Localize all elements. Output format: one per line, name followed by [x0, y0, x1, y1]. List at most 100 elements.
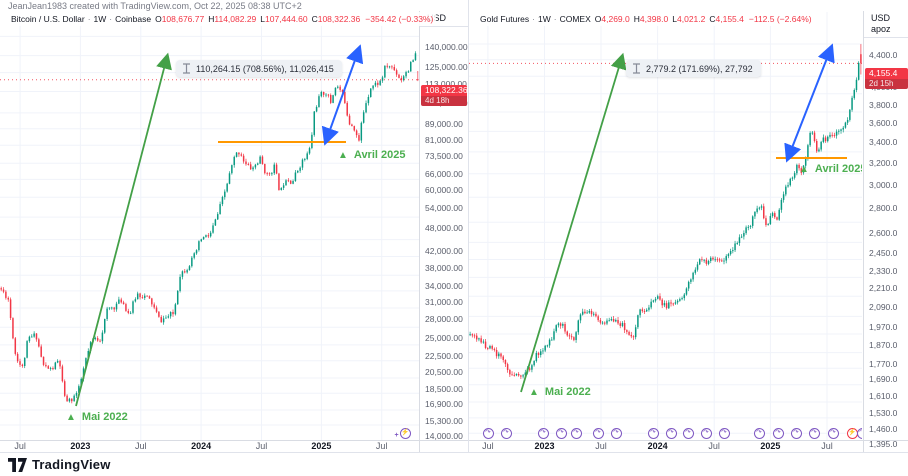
annotation-mai-2022[interactable]: ▲ Mai 2022	[66, 411, 128, 424]
time-tick-label: Jul	[255, 441, 268, 451]
contract-rollover-icon[interactable]: ↷	[665, 428, 677, 439]
plot-area-gold[interactable]: 2,779.2 (171.69%), 27,792 ▲ Avril 2025 ▲ Mai…	[469, 0, 862, 440]
contract-rollover-icon[interactable]: ↷	[647, 428, 659, 439]
price-tick-label: 66,000.00	[425, 169, 463, 180]
contract-rollover-icon[interactable]: ↷	[555, 428, 567, 439]
events-cluster-icon[interactable]: ⚡ +	[394, 428, 411, 439]
legend-exchange[interactable]: Coinbase	[115, 14, 152, 24]
time-tick-label: Jul	[482, 441, 494, 451]
contract-rollover-icon[interactable]: ↷	[610, 428, 622, 439]
chart-legend[interactable]: Gold Futures · 1W · COMEX O4,269.0 H4,398.0 L4,…	[477, 12, 815, 26]
price-tick-label: 22,500.00	[425, 350, 463, 361]
price-tick-label: 38,000.00	[425, 262, 463, 273]
chart-legend[interactable]: Bitcoin / U.S. Dollar · 1W · Coinbase O108,67…	[8, 12, 437, 26]
contract-rollover-icon[interactable]: ↷	[753, 428, 765, 439]
price-tick-label: 73,500.00	[425, 151, 463, 162]
legend-ohlc-key: C	[311, 14, 318, 24]
measure-arrow-blue[interactable]	[321, 44, 364, 146]
annotation-mai-2022[interactable]: ▲ Mai 2022	[529, 386, 591, 399]
contract-rollover-icon[interactable]: ↷	[570, 428, 582, 439]
annotation-avril-2025[interactable]: ▲ Avril 2025	[799, 163, 862, 176]
time-axis-divider	[469, 440, 908, 441]
price-tick-label: 25,000.00	[425, 333, 463, 344]
time-axis[interactable]: Jul 2023 Jul 2024 Jul 2025 Jul	[469, 441, 862, 452]
price-tick-label: 81,000.00	[425, 134, 463, 145]
chart-canvas[interactable]	[469, 0, 862, 440]
time-axis[interactable]: Jul 2023 Jul 2024 Jul 2025 Jul	[0, 441, 419, 452]
measure-tool-label[interactable]: 2,779.2 (171.69%), 27,792	[626, 60, 761, 77]
price-tick-label: 3,200.0	[869, 157, 898, 168]
legend-ohlc-value: 114,082.29	[214, 14, 257, 24]
contract-rollover-icon[interactable]: ↷	[682, 428, 694, 439]
price-tick-label: 20,500.00	[425, 366, 463, 377]
measure-icon	[633, 63, 640, 74]
economic-event-icon[interactable]: ⚡	[846, 428, 858, 439]
price-tick-label: 1,460.0	[869, 423, 898, 434]
time-tick-label: 2024	[191, 441, 212, 451]
legend-separator: ·	[87, 14, 91, 24]
time-tick-label: 2024	[647, 441, 668, 451]
price-tick-label: 3,400.0	[869, 137, 898, 148]
measure-icon	[183, 63, 190, 74]
time-tick-label: 2023	[70, 441, 91, 451]
legend-ohlc-value: 107,444.60	[265, 14, 308, 24]
price-tick-label: 3,600.0	[869, 118, 898, 128]
tradingview-logo[interactable]: TradingView	[8, 457, 111, 472]
legend-separator: ·	[553, 14, 557, 24]
price-axis[interactable]: USDapoz4,400.04,200.04,000.03,800.03,600…	[863, 11, 908, 452]
triangle-up-icon: ▲	[66, 412, 76, 423]
measure-arrow-blue[interactable]	[784, 43, 835, 163]
measure-tool-label[interactable]: 110,264.15 (708.56%), 11,026,415	[176, 60, 342, 77]
chart-panel-gold: 2,779.2 (171.69%), 27,792 ▲ Avril 2025 ▲ Mai…	[468, 0, 908, 452]
chart-panel-bitcoin: 110,264.15 (708.56%), 11,026,415 ▲ Avril 2…	[0, 0, 468, 452]
trend-arrow-up-green[interactable]	[75, 52, 172, 407]
contract-rollover-icon[interactable]: ↷	[718, 428, 730, 439]
trend-arrow-up-green[interactable]	[520, 52, 627, 393]
price-tick-label: 60,000.00	[425, 185, 463, 196]
contract-rollover-icon[interactable]: ↷	[482, 428, 494, 439]
contract-rollover-icon[interactable]: ↷	[808, 428, 820, 439]
annotation-label-text: Mai 2022	[544, 386, 591, 398]
tradingview-logo-text: TradingView	[32, 457, 111, 472]
legend-interval[interactable]: 1W	[537, 14, 551, 24]
contract-rollover-icon[interactable]: ↷	[592, 428, 604, 439]
symbol-description[interactable]: Bitcoin / U.S. Dollar	[11, 14, 85, 24]
time-tick-label: 2025	[760, 441, 781, 451]
legend-ohlc-value: 4,021.2	[677, 14, 706, 24]
legend-exchange[interactable]: COMEX	[559, 14, 591, 24]
annotation-label-text: Avril 2025	[814, 163, 862, 175]
time-tick-label: Jul	[135, 441, 147, 451]
triangle-up-icon: ▲	[338, 150, 348, 161]
contract-rollover-icon[interactable]: ↷	[537, 428, 549, 439]
time-tick-label: 2025	[311, 441, 332, 451]
legend-ohlc-key: H	[633, 14, 640, 24]
annotation-avril-2025[interactable]: ▲ Avril 2025	[338, 149, 405, 162]
axis-currency-label: USD	[427, 13, 447, 23]
legend-ohlc-key: H	[208, 14, 215, 24]
contract-rollover-icon[interactable]: ↷	[700, 428, 712, 439]
legend-interval[interactable]: 1W	[93, 14, 107, 24]
legend-ohlc-key: O	[155, 14, 162, 24]
axis-unit-label: apoz	[871, 24, 891, 34]
bar-close-countdown: 2d 15h	[865, 79, 908, 90]
legend-ohlc-key: C	[709, 14, 716, 24]
price-axis[interactable]: USD140,000.00125,000.00113,000.00101,000…	[419, 11, 468, 452]
plot-area-bitcoin[interactable]: 110,264.15 (708.56%), 11,026,415 ▲ Avril 2…	[0, 0, 419, 440]
symbol-description[interactable]: Gold Futures	[480, 14, 530, 24]
tradingview-logo-icon	[8, 457, 27, 472]
contract-rollover-icon[interactable]: ↷	[856, 428, 862, 439]
contract-rollover-icon[interactable]: ↷	[772, 428, 784, 439]
legend-ohlc-value: 4,155.4	[715, 14, 744, 24]
attribution-text: JeanJean1983 created with TradingView.co…	[8, 1, 302, 11]
contract-rollover-icon[interactable]: ↷	[790, 428, 802, 439]
annotation-label-text: Avril 2025	[353, 149, 406, 161]
time-tick-label: Jul	[821, 441, 833, 451]
contract-rollover-icon[interactable]: ↷	[500, 428, 512, 439]
chart-canvas[interactable]	[0, 0, 419, 440]
contract-rollover-icon[interactable]: ↷	[827, 428, 839, 439]
time-tick-label: Jul	[708, 441, 720, 451]
legend-ohlc-value: 108,676.77	[161, 14, 205, 24]
time-tick-label: Jul	[375, 441, 388, 451]
price-tick-label: 89,000.00	[425, 118, 463, 129]
price-tick-label: 42,000.00	[425, 245, 463, 256]
